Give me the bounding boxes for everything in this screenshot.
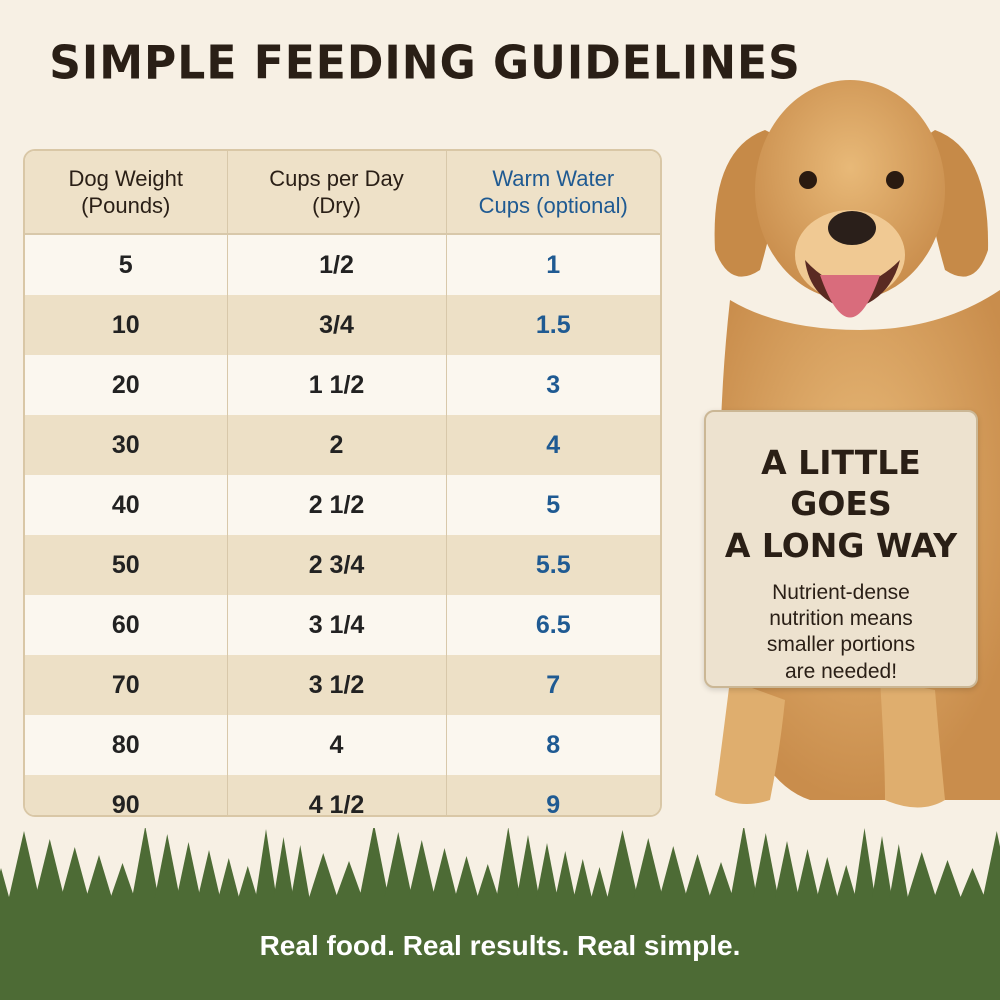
cups-cell: 2 3/4 — [227, 535, 447, 595]
tree-shape — [32, 839, 67, 908]
table-row: 70 3 1/2 7 — [25, 655, 660, 715]
tagline: Real food. Real results. Real simple. — [259, 930, 741, 961]
tree-shape — [6, 831, 42, 908]
tree-shape — [887, 844, 910, 908]
tree-shape — [83, 855, 115, 908]
callout-heading: A LITTLE GOES A LONG WAY — [724, 443, 958, 565]
tree-shape — [681, 854, 714, 908]
cups-cell: 4 — [227, 715, 447, 775]
weight-cell: 5 — [25, 234, 228, 295]
cups-cell: 3 1/4 — [227, 595, 447, 655]
table-row: 20 1 1/2 3 — [25, 355, 660, 415]
tree-shape — [289, 845, 312, 908]
tree-shape — [833, 865, 859, 908]
table-row: 30 2 4 — [25, 415, 660, 475]
tree-shape — [852, 828, 877, 908]
page-title: SIMPLE FEEDING GUIDELINES — [49, 36, 801, 91]
tree-shape — [357, 828, 391, 908]
tree-shape — [553, 851, 578, 908]
cups-cell: 3 1/2 — [227, 655, 447, 715]
table-row: 10 3/4 1.5 — [25, 295, 660, 355]
tree-shape — [130, 828, 161, 908]
table-header-row: Dog Weight (Pounds) Cups per Day (Dry) W… — [25, 151, 660, 235]
weight-cell: 80 — [25, 715, 228, 775]
tree-shape — [174, 842, 203, 908]
tree-shape — [429, 848, 460, 908]
tree-shape — [631, 838, 666, 908]
weight-cell: 20 — [25, 355, 228, 415]
tree-shape — [406, 840, 438, 908]
water-cell: 1.5 — [446, 295, 660, 355]
tree-shape — [107, 863, 138, 908]
tree-shape — [904, 852, 940, 908]
tree-shape — [254, 829, 278, 908]
tree-shape — [571, 859, 595, 908]
tree-shape — [728, 828, 759, 908]
table-row: 50 2 3/4 5.5 — [25, 535, 660, 595]
tree-shape — [605, 830, 640, 908]
tree-shape — [814, 857, 841, 908]
tree-shape — [382, 832, 415, 908]
table-row: 80 4 8 — [25, 715, 660, 775]
header-warm-water: Warm Water Cups (optional) — [446, 151, 660, 235]
cups-cell: 1 1/2 — [227, 355, 447, 415]
tree-shape — [305, 853, 341, 908]
tree-shape — [494, 828, 522, 908]
tree-shape — [656, 846, 690, 908]
weight-cell: 60 — [25, 595, 228, 655]
tree-shape — [215, 858, 242, 908]
tree-shape — [534, 843, 560, 908]
tree-shape — [452, 856, 481, 908]
cups-cell: 2 — [227, 415, 447, 475]
tree-shape — [515, 835, 541, 908]
table-row: 60 3 1/4 6.5 — [25, 595, 660, 655]
weight-cell: 50 — [25, 535, 228, 595]
tree-shape — [794, 849, 821, 908]
table-row: 90 4 1/2 9 — [25, 775, 660, 815]
water-cell: 4 — [446, 415, 660, 475]
callout-body: Nutrient-dense nutrition means smaller p… — [766, 580, 916, 683]
tree-shape — [980, 831, 1000, 908]
tree-shape — [473, 864, 502, 908]
weight-cell: 40 — [25, 475, 228, 535]
weight-cell: 70 — [25, 655, 228, 715]
tree-shape — [235, 866, 261, 908]
water-cell: 8 — [446, 715, 660, 775]
water-cell: 3 — [446, 355, 660, 415]
water-cell: 5.5 — [446, 535, 660, 595]
water-cell: 7 — [446, 655, 660, 715]
tree-shape — [751, 833, 781, 908]
cups-cell: 1/2 — [227, 234, 447, 295]
callout-box: A LITTLE GOES A LONG WAY Nutrient-dense … — [704, 410, 978, 688]
table-row: 5 1/2 1 — [25, 234, 660, 295]
tree-shape — [152, 834, 182, 908]
tree-shape — [870, 836, 894, 908]
weight-cell: 30 — [25, 415, 228, 475]
tree-shape — [588, 867, 611, 908]
tree-shape — [195, 850, 223, 908]
header-cups-per-day: Cups per Day (Dry) — [227, 151, 447, 235]
cups-cell: 4 1/2 — [227, 775, 447, 815]
weight-cell: 10 — [25, 295, 228, 355]
tree-shape — [773, 841, 801, 908]
cups-cell: 3/4 — [227, 295, 447, 355]
water-cell: 5 — [446, 475, 660, 535]
weight-cell: 90 — [25, 775, 228, 815]
table-row: 40 2 1/2 5 — [25, 475, 660, 535]
tree-shape — [930, 860, 965, 908]
tree-shape — [272, 837, 295, 908]
water-cell: 1 — [446, 234, 660, 295]
tree-shape — [332, 861, 366, 908]
water-cell: 9 — [446, 775, 660, 815]
header-dog-weight: Dog Weight (Pounds) — [25, 151, 228, 235]
tree-shape — [705, 862, 737, 908]
feeding-table: Dog Weight (Pounds) Cups per Day (Dry) W… — [23, 149, 662, 817]
forest-silhouette — [0, 828, 1000, 1000]
water-cell: 6.5 — [446, 595, 660, 655]
cups-cell: 2 1/2 — [227, 475, 447, 535]
tree-shape — [58, 847, 92, 908]
